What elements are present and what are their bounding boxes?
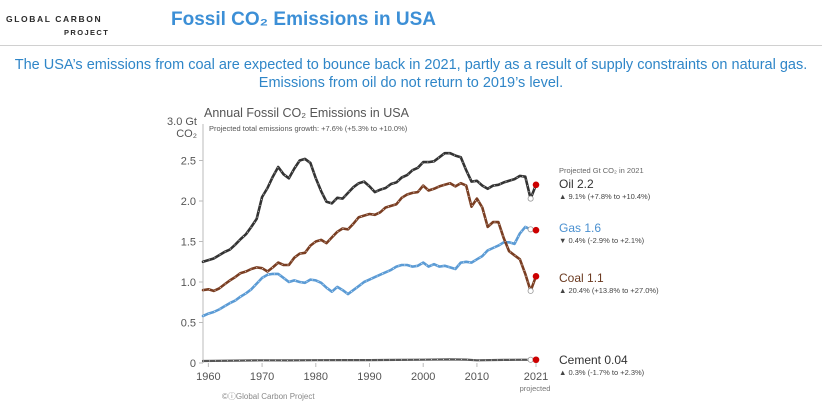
cement-legend-growth: ▲ 0.3% (-1.7% to +2.3%) bbox=[559, 368, 645, 377]
logo-line-2: PROJECT bbox=[64, 28, 110, 37]
oil-2020-marker bbox=[527, 195, 534, 202]
y-tick-label: 0 bbox=[190, 358, 196, 370]
slide-subtitle: The USA’s emissions from coal are expect… bbox=[0, 56, 822, 92]
series-lines bbox=[201, 151, 540, 364]
chart-subtitle: Projected total emissions growth: +7.6% … bbox=[209, 124, 408, 133]
oil-2021-projection-marker bbox=[532, 181, 540, 189]
x-tick-label: 1960 bbox=[196, 371, 220, 383]
y-tick-label: 2.5 bbox=[181, 156, 196, 168]
cement-2021-projection-marker bbox=[532, 356, 540, 364]
x-tick-label: 2010 bbox=[465, 371, 489, 383]
gas-legend-growth: ▼ 0.4% (-2.9% to +2.1%) bbox=[559, 236, 645, 245]
coal-legend-name: Coal 1.1 bbox=[559, 271, 604, 285]
cement-series-line bbox=[201, 358, 538, 363]
logo-line-1: GLOBAL CARBON bbox=[6, 14, 103, 24]
x-tick-label: 1970 bbox=[250, 371, 274, 383]
subtitle-line-1: The USA’s emissions from coal are expect… bbox=[14, 57, 808, 73]
y-tick-label: 1.5 bbox=[181, 237, 196, 249]
cement-legend-name: Cement 0.04 bbox=[559, 353, 628, 367]
coal-2020-marker bbox=[527, 287, 534, 294]
y-axis-unit-line-2: CO₂ bbox=[176, 128, 197, 140]
chart-grid bbox=[199, 160, 537, 367]
oil-legend-growth: ▲ 9.1% (+7.8% to +10.4%) bbox=[559, 192, 651, 201]
slide-title: Fossil CO₂ Emissions in USA bbox=[171, 9, 436, 30]
coal-legend-growth: ▲ 20.4% (+13.8% to +27.0%) bbox=[559, 286, 659, 295]
y-tick-label: 2.0 bbox=[181, 196, 196, 208]
y-tick-labels: 0 0.5 1.0 1.5 2.0 2.5 bbox=[181, 156, 196, 371]
oil-series-line bbox=[201, 151, 538, 264]
series-legend: Oil 2.2▲ 9.1% (+7.8% to +10.4%) Gas 1.6▼ … bbox=[559, 177, 659, 377]
legend-header: Projected Gt CO₂ in 2021 bbox=[559, 166, 644, 175]
subtitle-line-2: Emissions from oil do not return to 2019… bbox=[258, 75, 564, 91]
coal-2021-projection-marker bbox=[532, 273, 540, 280]
y-tick-label: 0.5 bbox=[181, 318, 196, 330]
global-carbon-project-logo: GLOBAL CARBON PROJECT bbox=[6, 12, 126, 42]
gas-2020-marker bbox=[527, 226, 534, 233]
oil-legend-name: Oil 2.2 bbox=[559, 177, 594, 191]
credit-line: ©ⓘGlobal Carbon Project bbox=[222, 392, 315, 401]
x-tick-label: 2021 bbox=[524, 371, 548, 383]
y-tick-label: 1.0 bbox=[181, 277, 196, 289]
x-tick-label: 2000 bbox=[411, 371, 435, 383]
chart-title: Annual Fossil CO₂ Emissions in USA bbox=[204, 106, 410, 120]
coal-series-line bbox=[201, 181, 538, 293]
gas-series-dots bbox=[202, 226, 537, 317]
x-tick-labels: 1960 1970 1980 1990 2000 2010 2021 bbox=[196, 371, 548, 383]
cement-2020-marker bbox=[527, 356, 534, 363]
x-tick-label: 1980 bbox=[304, 371, 328, 383]
cement-series-dots bbox=[202, 358, 536, 362]
gas-legend-name: Gas 1.6 bbox=[559, 221, 601, 235]
gas-2021-projection-marker bbox=[532, 226, 540, 234]
header-divider bbox=[0, 45, 822, 46]
gas-series-line bbox=[201, 225, 538, 318]
x-axis-note: projected bbox=[520, 384, 551, 393]
y-axis-unit-line-1: 3.0 Gt bbox=[167, 116, 197, 128]
x-tick-label: 1990 bbox=[357, 371, 381, 383]
oil-series-dots bbox=[202, 152, 537, 263]
coal-series-dots bbox=[202, 182, 537, 293]
